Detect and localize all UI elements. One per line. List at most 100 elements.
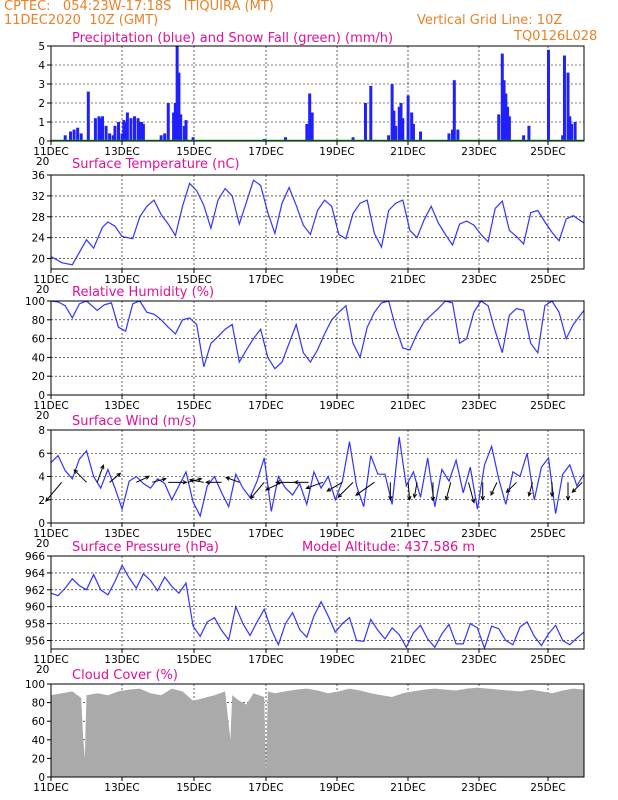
wind-arrow-head xyxy=(430,496,436,502)
x-tick-label: 13DEC xyxy=(104,400,139,412)
series-line xyxy=(50,179,585,266)
y-tick-label: 2 xyxy=(38,98,45,110)
wind-arrow-head xyxy=(197,477,203,482)
wind-arrow-head xyxy=(100,464,105,470)
precip-bar xyxy=(111,135,115,141)
x-tick-label: 19DEC xyxy=(319,274,354,286)
y-tick-label: 80 xyxy=(32,698,45,710)
precip-bar xyxy=(140,122,144,141)
precip-bar xyxy=(136,118,140,141)
panel-2: 0 20 40 60 80 100 11DEC 13DEC 15DEC 17DEC 19DEC 21D… xyxy=(25,285,585,422)
wind-arrow-head xyxy=(116,472,122,478)
wind-arrow xyxy=(337,481,354,498)
panel-1: 20 24 28 32 36 11DEC 13DEC 15DEC 17DEC 19DEC 21DEC… xyxy=(32,157,585,296)
wind-arrow xyxy=(571,481,583,493)
precip-bar xyxy=(159,135,163,141)
precip-bar xyxy=(133,116,137,141)
precip-bar xyxy=(113,125,117,141)
x-year-fragment: 20 xyxy=(36,538,49,550)
x-year-fragment: 20 xyxy=(36,410,49,422)
panel-title: Cloud Cover (%) xyxy=(72,668,178,683)
panel-3: 0 2 4 6 8 11DEC 13DEC 15DEC 17DEC 19DEC 21DEC 23DEC… xyxy=(33,414,585,550)
x-tick-label: 17DEC xyxy=(248,654,283,666)
panel-annotation: Model Altitude: 437.586 m xyxy=(302,540,475,555)
precip-bar xyxy=(284,137,288,141)
precip-bar xyxy=(406,95,410,141)
panel-title: Surface Temperature (nC) xyxy=(72,157,240,172)
cloud-cover-area xyxy=(51,687,584,777)
wind-arrow-head xyxy=(265,486,271,491)
precip-bar xyxy=(182,125,186,141)
panel-title: Relative Humidity (%) xyxy=(72,285,214,300)
precip-bar xyxy=(363,103,367,141)
precip-bar xyxy=(410,112,414,141)
precip-bar xyxy=(86,91,90,141)
wind-arrow xyxy=(528,482,533,496)
wind-arrow-head xyxy=(144,475,151,480)
panel-5: 0 20 40 60 80 100 11DEC 13DEC 15DEC 17DEC 19DEC 21D… xyxy=(25,668,585,794)
precip-bar xyxy=(497,114,501,141)
wind-arrow-head xyxy=(412,493,418,499)
y-tick-label: 60 xyxy=(32,716,45,728)
wind-arrow xyxy=(445,482,452,501)
precip-bar xyxy=(141,123,145,141)
y-tick-label: 0 xyxy=(38,518,45,530)
wind-arrow-head xyxy=(225,476,231,481)
wind-arrow xyxy=(225,477,240,483)
x-tick-label: 21DEC xyxy=(390,274,425,286)
x-tick-label: 11DEC xyxy=(33,400,68,412)
y-tick-label: 0 xyxy=(38,390,45,402)
header-grid-note: Vertical Grid Line: 10Z xyxy=(417,13,563,28)
y-tick-label: 20 xyxy=(32,371,45,383)
panel-title: Precipitation (blue) and Snow Fall (gree… xyxy=(72,31,393,46)
precip-bar xyxy=(120,133,124,141)
wind-arrow xyxy=(326,481,343,492)
x-tick-label: 25DEC xyxy=(530,274,565,286)
x-tick-label: 19DEC xyxy=(319,146,354,158)
y-tick-label: 60 xyxy=(32,334,45,346)
x-tick-label: 11DEC xyxy=(33,274,68,286)
wind-arrow-head xyxy=(444,495,450,502)
y-tick-label: 2 xyxy=(38,495,45,507)
precip-bar xyxy=(97,116,101,141)
precip-bar xyxy=(122,120,126,141)
x-tick-label: 23DEC xyxy=(461,146,496,158)
precip-bar xyxy=(399,103,403,141)
x-tick-label: 21DEC xyxy=(390,528,425,540)
y-tick-label: 0 xyxy=(38,136,45,148)
wind-arrow xyxy=(136,475,150,483)
panel-frame xyxy=(50,45,585,142)
wind-arrow-head xyxy=(388,495,393,501)
precip-bar xyxy=(63,135,67,141)
y-tick-label: 3 xyxy=(38,79,45,91)
wind-arrow-head xyxy=(293,480,299,485)
series-line xyxy=(50,300,585,370)
x-tick-label: 21DEC xyxy=(390,400,425,412)
precip-bar xyxy=(522,135,526,141)
wind-arrow-head xyxy=(571,488,577,494)
precip-bar xyxy=(561,135,565,141)
precip-bar xyxy=(456,129,460,141)
precip-bar xyxy=(566,72,570,141)
wind-arrow-head xyxy=(205,480,210,485)
wind-arrow-head xyxy=(505,488,511,494)
x-tick-label: 11DEC xyxy=(33,782,68,794)
wind-arrow-head xyxy=(188,478,194,483)
panel-title: Surface Pressure (hPa) xyxy=(72,540,219,555)
y-tick-label: 962 xyxy=(25,585,45,597)
wind-arrow xyxy=(468,482,475,503)
precip-bar xyxy=(546,49,550,141)
x-tick-label: 11DEC xyxy=(33,654,68,666)
y-tick-label: 4 xyxy=(38,60,45,72)
precip-bar xyxy=(394,125,398,141)
x-tick-label: 13DEC xyxy=(104,782,139,794)
x-tick-label: 15DEC xyxy=(176,654,211,666)
precip-bar xyxy=(177,72,181,141)
wind-arrow-head xyxy=(565,495,571,501)
precip-bar xyxy=(506,106,510,141)
y-tick-label: 958 xyxy=(25,619,45,631)
precip-bar xyxy=(163,133,167,141)
precip-bar xyxy=(527,125,531,141)
wind-arrow-head xyxy=(490,490,495,497)
